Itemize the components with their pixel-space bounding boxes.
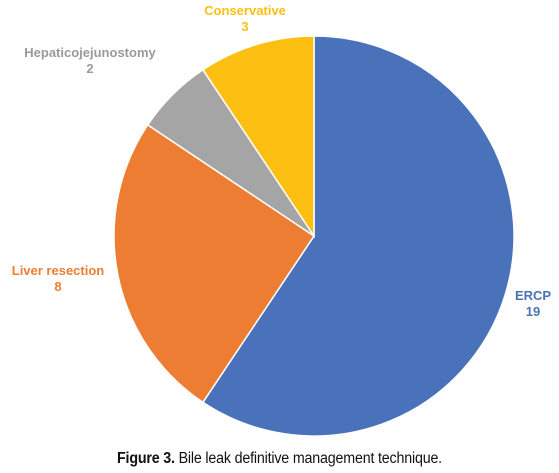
slice-label-liver-resection: Liver resection <box>12 263 105 278</box>
slice-label-ercp: ERCP <box>515 288 551 303</box>
figure-caption: Figure 3. Bile leak definitive managemen… <box>22 450 536 468</box>
slice-value-liver-resection: 8 <box>54 279 61 294</box>
pie-slices <box>113 35 515 437</box>
caption-prefix: Figure 3. <box>117 450 175 467</box>
slice-value-ercp: 19 <box>526 304 540 319</box>
slice-label-conservative: Conservative <box>204 3 286 18</box>
slice-value-conservative: 3 <box>241 19 248 34</box>
caption-text: Bile leak definitive management techniqu… <box>174 450 443 467</box>
pie-slice-ercp <box>201 35 515 437</box>
slice-value-hepaticojejunostomy: 2 <box>86 61 93 76</box>
slice-label-hepaticojejunostomy: Hepaticojejunostomy <box>24 45 156 60</box>
pie-slice-liver-resection <box>113 123 316 404</box>
pie-slice-conservative <box>201 35 315 239</box>
